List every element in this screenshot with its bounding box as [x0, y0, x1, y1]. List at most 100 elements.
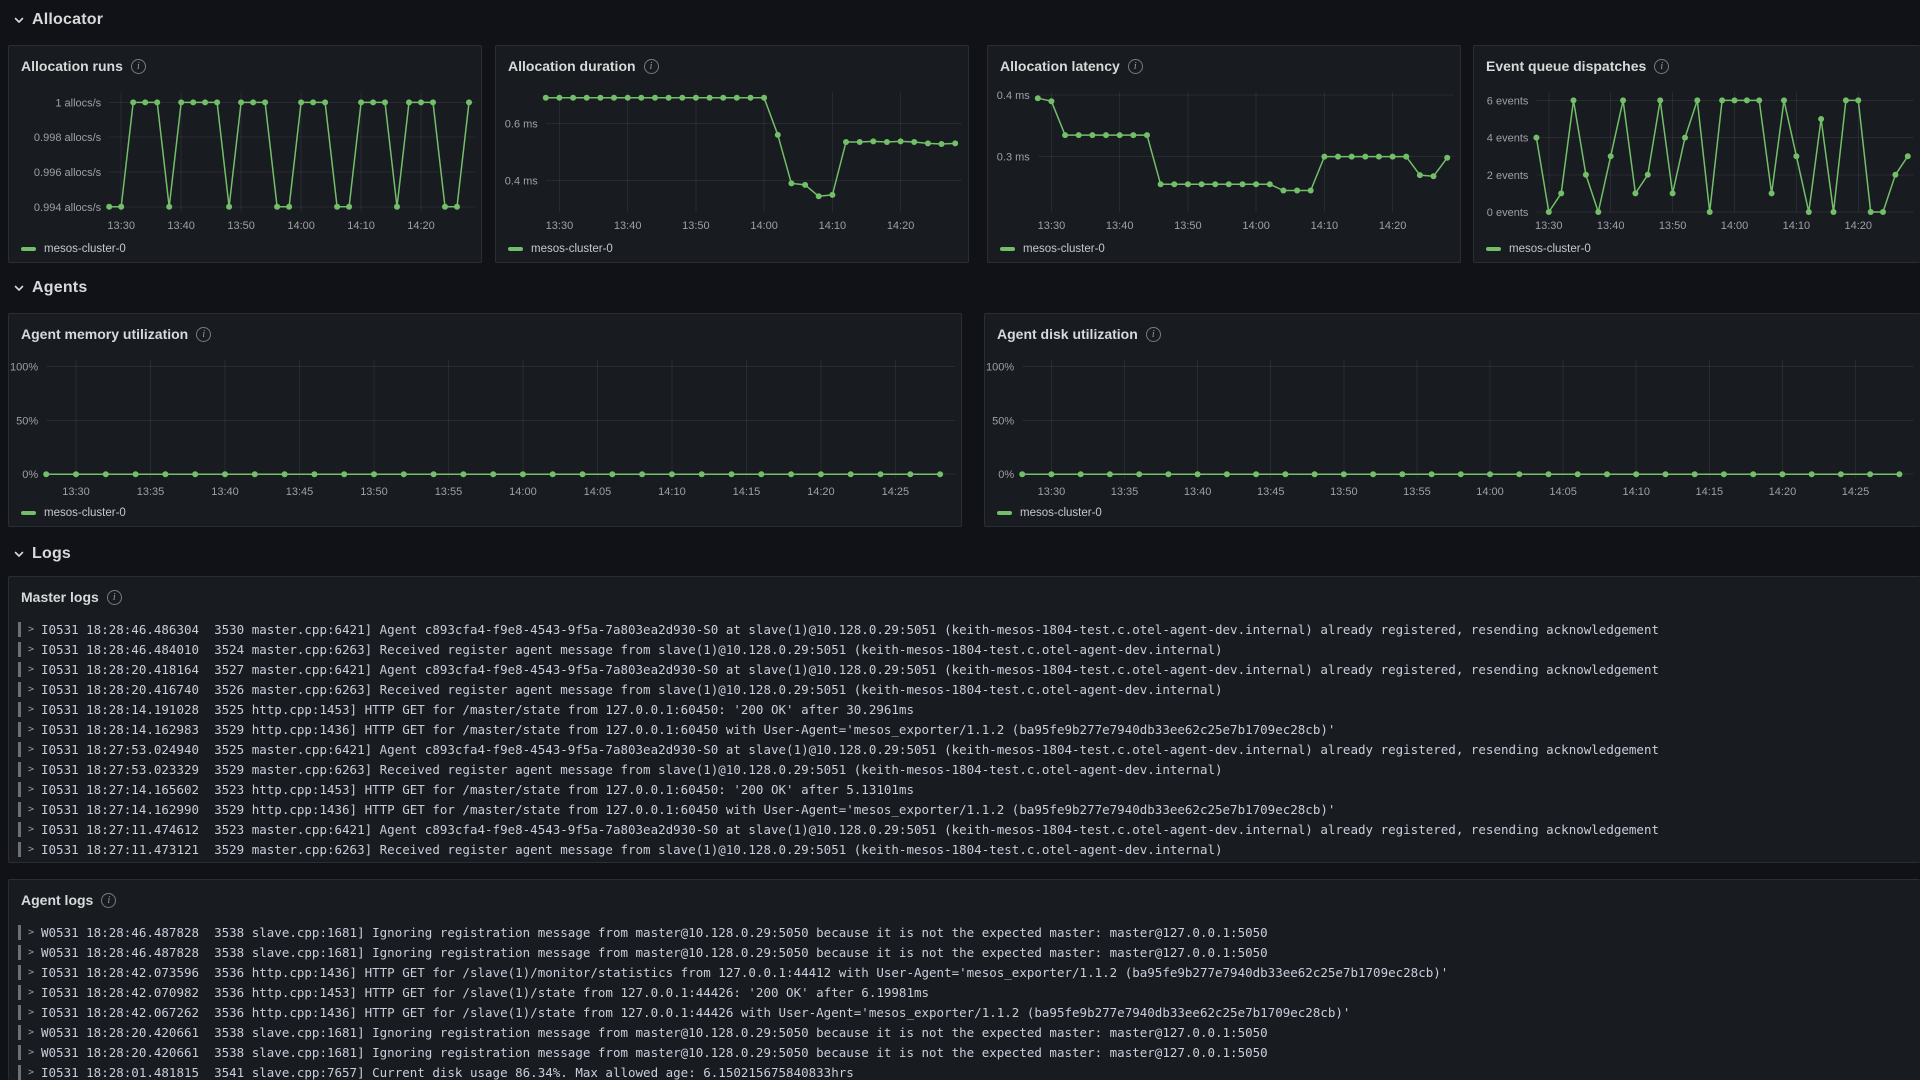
- svg-text:13:30: 13:30: [546, 220, 574, 232]
- panel-title[interactable]: Allocation latency: [1000, 58, 1120, 74]
- info-icon[interactable]: i: [1654, 58, 1670, 74]
- log-row[interactable]: > W0531 18:28:46.487828 3538 slave.cpp:16…: [9, 942, 1920, 962]
- log-line-text: I0531 18:27:11.473121 3529 master.cpp:62…: [41, 841, 1223, 857]
- expand-chevron-icon[interactable]: >: [27, 843, 35, 855]
- log-row[interactable]: > I0531 18:28:14.191028 3525 http.cpp:145…: [9, 699, 1920, 719]
- panel-title[interactable]: Event queue dispatches: [1486, 58, 1647, 74]
- log-line-text: I0531 18:28:20.418164 3527 master.cpp:64…: [41, 661, 1660, 677]
- log-level-bar: [18, 701, 21, 717]
- log-row[interactable]: > I0531 18:28:20.418164 3527 master.cpp:6…: [9, 659, 1920, 679]
- info-icon[interactable]: i: [101, 892, 117, 908]
- expand-chevron-icon[interactable]: >: [27, 1046, 35, 1058]
- series-color-swatch: [508, 247, 523, 251]
- log-line-text: I0531 18:28:46.486304 3530 master.cpp:64…: [41, 621, 1660, 637]
- expand-chevron-icon[interactable]: >: [27, 623, 35, 635]
- expand-chevron-icon[interactable]: >: [27, 763, 35, 775]
- legend-series-label[interactable]: mesos-cluster-0: [1023, 243, 1105, 255]
- svg-text:13:30: 13:30: [1038, 486, 1066, 498]
- expand-chevron-icon[interactable]: >: [27, 723, 35, 735]
- section-title: Allocator: [32, 11, 104, 28]
- section-header-logs[interactable]: Logs: [12, 542, 71, 566]
- svg-text:14:20: 14:20: [1845, 220, 1873, 232]
- expand-chevron-icon[interactable]: >: [27, 986, 35, 998]
- time-series-chart[interactable]: 0.6 ms 0.4 ms 13:30 13:40 13:50 14:00 14:10 14:…: [496, 82, 968, 238]
- expand-chevron-icon[interactable]: >: [27, 966, 35, 978]
- log-row[interactable]: > I0531 18:27:11.473121 3529 master.cpp:6…: [9, 839, 1920, 859]
- expand-chevron-icon[interactable]: >: [27, 703, 35, 715]
- log-row[interactable]: > I0531 18:27:14.162990 3529 http.cpp:143…: [9, 799, 1920, 819]
- legend-series-label[interactable]: mesos-cluster-0: [1509, 243, 1591, 255]
- svg-text:13:40: 13:40: [1106, 220, 1134, 232]
- time-series-chart[interactable]: 100% 50% 0% 13:30 13:35 13:40 13:45 13:50 13:55 1…: [985, 350, 1920, 504]
- log-row[interactable]: > I0531 18:27:53.023329 3529 master.cpp:6…: [9, 759, 1920, 779]
- legend: mesos-cluster-0: [1000, 241, 1105, 257]
- info-icon[interactable]: i: [130, 58, 146, 74]
- expand-chevron-icon[interactable]: >: [27, 743, 35, 755]
- expand-chevron-icon[interactable]: >: [27, 1066, 35, 1078]
- expand-chevron-icon[interactable]: >: [27, 803, 35, 815]
- log-row[interactable]: > W0531 18:28:46.487828 3538 slave.cpp:16…: [9, 922, 1920, 942]
- log-level-bar: [18, 721, 21, 737]
- log-row[interactable]: > I0531 18:28:42.070982 3536 http.cpp:145…: [9, 982, 1920, 1002]
- log-row[interactable]: > I0531 18:28:14.162983 3529 http.cpp:143…: [9, 719, 1920, 739]
- time-series-chart[interactable]: 1 allocs/s 0.998 allocs/s 0.996 allocs/s 0.…: [9, 82, 481, 238]
- panel-title[interactable]: Agent disk utilization: [997, 326, 1138, 342]
- info-icon[interactable]: i: [196, 326, 212, 342]
- log-line-text: I0531 18:27:11.474612 3523 master.cpp:64…: [41, 821, 1660, 837]
- expand-chevron-icon[interactable]: >: [27, 1006, 35, 1018]
- legend: mesos-cluster-0: [1486, 241, 1591, 257]
- svg-text:14:20: 14:20: [407, 220, 435, 232]
- panel-title[interactable]: Agent memory utilization: [21, 326, 189, 342]
- svg-text:0 events: 0 events: [1487, 207, 1529, 219]
- info-icon[interactable]: i: [643, 58, 659, 74]
- panel-header: Agent memory utilization i: [21, 322, 953, 346]
- svg-text:13:55: 13:55: [1403, 486, 1431, 498]
- panel-header: Event queue dispatches i: [1486, 54, 1912, 78]
- legend-series-label[interactable]: mesos-cluster-0: [1020, 507, 1102, 519]
- log-row[interactable]: > I0531 18:27:53.024940 3525 master.cpp:6…: [9, 739, 1920, 759]
- expand-chevron-icon[interactable]: >: [27, 663, 35, 675]
- log-line-text: I0531 18:28:20.416740 3526 master.cpp:62…: [41, 681, 1223, 697]
- panel-title[interactable]: Allocation runs: [21, 58, 123, 74]
- legend-series-label[interactable]: mesos-cluster-0: [44, 507, 126, 519]
- log-row[interactable]: > I0531 18:28:46.484010 3524 master.cpp:6…: [9, 639, 1920, 659]
- expand-chevron-icon[interactable]: >: [27, 823, 35, 835]
- log-row[interactable]: > I0531 18:27:11.474612 3523 master.cpp:6…: [9, 819, 1920, 839]
- expand-chevron-icon[interactable]: >: [27, 926, 35, 938]
- legend-series-label[interactable]: mesos-cluster-0: [44, 243, 126, 255]
- log-row[interactable]: > W0531 18:28:20.420661 3538 slave.cpp:16…: [9, 1042, 1920, 1062]
- legend-series-label[interactable]: mesos-cluster-0: [531, 243, 613, 255]
- log-row[interactable]: > W0531 18:28:20.420661 3538 slave.cpp:16…: [9, 1022, 1920, 1042]
- info-icon[interactable]: i: [106, 589, 122, 605]
- log-row[interactable]: > I0531 18:28:01.481815 3541 slave.cpp:76…: [9, 1062, 1920, 1080]
- svg-text:14:10: 14:10: [1783, 220, 1811, 232]
- svg-text:14:00: 14:00: [509, 486, 537, 498]
- panel-title[interactable]: Allocation duration: [508, 58, 636, 74]
- expand-chevron-icon[interactable]: >: [27, 783, 35, 795]
- log-row[interactable]: > I0531 18:28:46.486304 3530 master.cpp:6…: [9, 619, 1920, 639]
- info-icon[interactable]: i: [1127, 58, 1143, 74]
- expand-chevron-icon[interactable]: >: [27, 946, 35, 958]
- info-icon[interactable]: i: [1145, 326, 1161, 342]
- section-header-agents[interactable]: Agents: [12, 276, 87, 300]
- svg-text:13:40: 13:40: [1597, 220, 1625, 232]
- section-header-allocator[interactable]: Allocator: [12, 8, 103, 32]
- time-series-chart[interactable]: 0.4 ms 0.3 ms 13:30 13:40 13:50 14:00 14:10 14:…: [988, 82, 1460, 238]
- log-row[interactable]: > I0531 18:28:42.067262 3536 http.cpp:143…: [9, 1002, 1920, 1022]
- series-color-swatch: [1486, 247, 1501, 251]
- log-level-bar: [18, 641, 21, 657]
- log-row[interactable]: > I0531 18:28:20.416740 3526 master.cpp:6…: [9, 679, 1920, 699]
- log-row[interactable]: > I0531 18:28:42.073596 3536 http.cpp:143…: [9, 962, 1920, 982]
- svg-text:13:40: 13:40: [614, 220, 642, 232]
- time-series-chart[interactable]: 6 events 4 events 2 events 0 events 13:30 13:…: [1474, 82, 1920, 238]
- panel-title[interactable]: Agent logs: [21, 892, 94, 908]
- legend: mesos-cluster-0: [508, 241, 613, 257]
- expand-chevron-icon[interactable]: >: [27, 643, 35, 655]
- expand-chevron-icon[interactable]: >: [27, 1026, 35, 1038]
- panel-header: Master logs i: [21, 585, 1912, 609]
- svg-text:13:45: 13:45: [1257, 486, 1285, 498]
- time-series-chart[interactable]: 100% 50% 0% 13:30 13:35 13:40 13:45 13:50 13:55 1…: [9, 350, 961, 504]
- panel-title[interactable]: Master logs: [21, 589, 99, 605]
- log-row[interactable]: > I0531 18:27:14.165602 3523 http.cpp:145…: [9, 779, 1920, 799]
- expand-chevron-icon[interactable]: >: [27, 683, 35, 695]
